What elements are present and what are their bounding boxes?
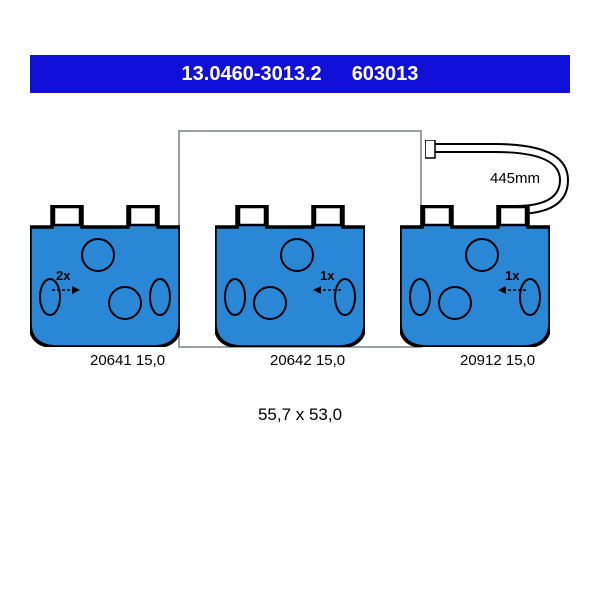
header-bar: 13.0460-3013.2 603013: [30, 55, 570, 93]
brake-pad-2: 1x: [215, 205, 365, 347]
pad-label-2: 20642 15,0: [270, 352, 345, 369]
dimensions-label: 55,7 x 53,0: [0, 405, 600, 425]
qty-arrow-left-icon-2: [498, 285, 526, 295]
brake-pad-1: 2x: [30, 205, 180, 347]
pad-label-1: 20641 15,0: [90, 352, 165, 369]
wire-length-label: 445mm: [490, 170, 540, 187]
pad-label-3: 20912 15,0: [460, 352, 535, 369]
qty-label-3: 1x: [505, 268, 519, 283]
qty-label-2: 1x: [320, 268, 334, 283]
part-number-secondary: 603013: [352, 63, 419, 86]
diagram-area: 445mm 2x 20641 15,0: [30, 130, 570, 420]
qty-label-1: 2x: [56, 268, 70, 283]
qty-arrow-right-icon: [52, 285, 80, 295]
part-number-primary: 13.0460-3013.2: [182, 63, 322, 86]
brake-pad-3: 1x: [400, 205, 550, 347]
qty-arrow-left-icon: [313, 285, 341, 295]
